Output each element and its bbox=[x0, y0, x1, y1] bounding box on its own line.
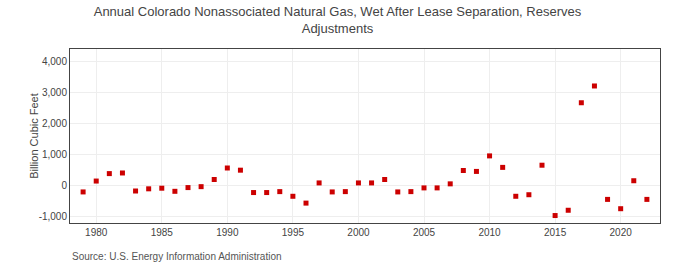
svg-text:Source: U.S. Energy Informatio: Source: U.S. Energy Information Administ… bbox=[72, 251, 282, 262]
svg-text:1,000: 1,000 bbox=[42, 149, 67, 160]
svg-text:1990: 1990 bbox=[216, 227, 239, 238]
svg-text:-1,000: -1,000 bbox=[39, 211, 68, 222]
svg-text:2015: 2015 bbox=[544, 227, 567, 238]
svg-text:1985: 1985 bbox=[151, 227, 174, 238]
svg-text:2010: 2010 bbox=[478, 227, 501, 238]
svg-text:0: 0 bbox=[61, 180, 67, 191]
svg-text:2005: 2005 bbox=[413, 227, 436, 238]
svg-text:1995: 1995 bbox=[282, 227, 305, 238]
svg-text:2000: 2000 bbox=[347, 227, 370, 238]
svg-text:Billion Cubic Feet: Billion Cubic Feet bbox=[28, 93, 40, 179]
svg-text:2020: 2020 bbox=[610, 227, 633, 238]
svg-text:1980: 1980 bbox=[85, 227, 108, 238]
svg-text:Annual Colorado Nonassociated: Annual Colorado Nonassociated Natural Ga… bbox=[94, 4, 582, 36]
svg-text:4,000: 4,000 bbox=[42, 56, 67, 67]
svg-text:3,000: 3,000 bbox=[42, 87, 67, 98]
svg-text:2,000: 2,000 bbox=[42, 118, 67, 129]
